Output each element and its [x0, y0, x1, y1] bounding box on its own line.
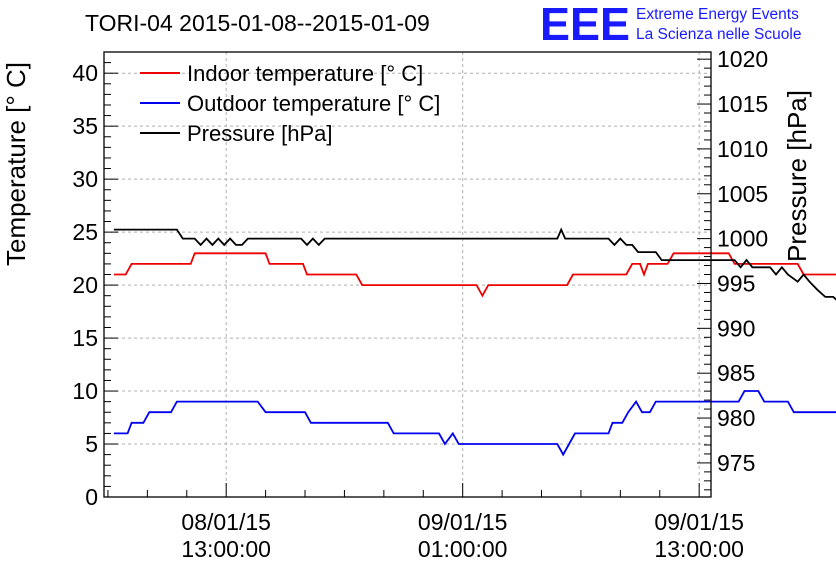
y-right-tick-label: 980	[717, 405, 755, 431]
series-layer	[113, 227, 836, 457]
y-left-tick-label: 10	[72, 378, 98, 404]
outdoor-temperature-line	[113, 390, 836, 457]
y-left-tick-label: 20	[72, 272, 98, 298]
y-right-tick-label: 995	[717, 270, 755, 296]
y-right-tick-label: 975	[717, 450, 755, 476]
y-right-tick-label: 990	[717, 315, 755, 341]
y-right-tick-label: 1020	[717, 46, 768, 72]
y-axis-right-label: Pressure [hPa]	[782, 90, 812, 262]
y-right-tick-label: 1015	[717, 91, 768, 117]
y-left-tick-label: 15	[72, 325, 98, 351]
eee-logo: EEE	[540, 0, 630, 50]
y-left-tick-label: 0	[85, 484, 98, 510]
grid	[104, 52, 711, 497]
brand-line-1: Extreme Energy Events	[636, 6, 799, 23]
brand-line-2: La Scienza nelle Scuole	[636, 26, 801, 43]
indoor-temperature-line	[113, 252, 836, 298]
y-left-tick-label: 35	[72, 113, 98, 139]
x-tick-label-time: 01:00:00	[418, 536, 508, 562]
y-left-tick-label: 5	[85, 431, 98, 457]
x-tick-label-time: 13:00:00	[654, 536, 744, 562]
x-tick-label-date: 08/01/15	[181, 509, 271, 535]
y-left-tick-label: 25	[72, 219, 98, 245]
y-axis-left-label: Temperature [° C]	[1, 62, 31, 266]
y-right-tick-label: 985	[717, 360, 755, 386]
legend: Indoor temperature [° C] Outdoor tempera…	[140, 61, 440, 146]
x-tick-label-date: 09/01/15	[418, 509, 508, 535]
y-right-tick-label: 1010	[717, 136, 768, 162]
x-tick-label-date: 09/01/15	[654, 509, 744, 535]
y-left-tick-label: 30	[72, 166, 98, 192]
legend-label-outdoor: Outdoor temperature [° C]	[187, 91, 440, 116]
chart-title: TORI-04 2015-01-08--2015-01-09	[85, 10, 430, 36]
legend-label-indoor: Indoor temperature [° C]	[187, 61, 423, 86]
y-left-tick-label: 40	[72, 60, 98, 86]
y-right-tick-label: 1000	[717, 226, 768, 252]
legend-label-pressure: Pressure [hPa]	[187, 121, 333, 146]
pressure-line	[113, 227, 836, 301]
y-right-tick-label: 1005	[717, 181, 768, 207]
axes: 0510152025303540975980985990995100010051…	[72, 46, 768, 562]
x-tick-label-time: 13:00:00	[181, 536, 271, 562]
